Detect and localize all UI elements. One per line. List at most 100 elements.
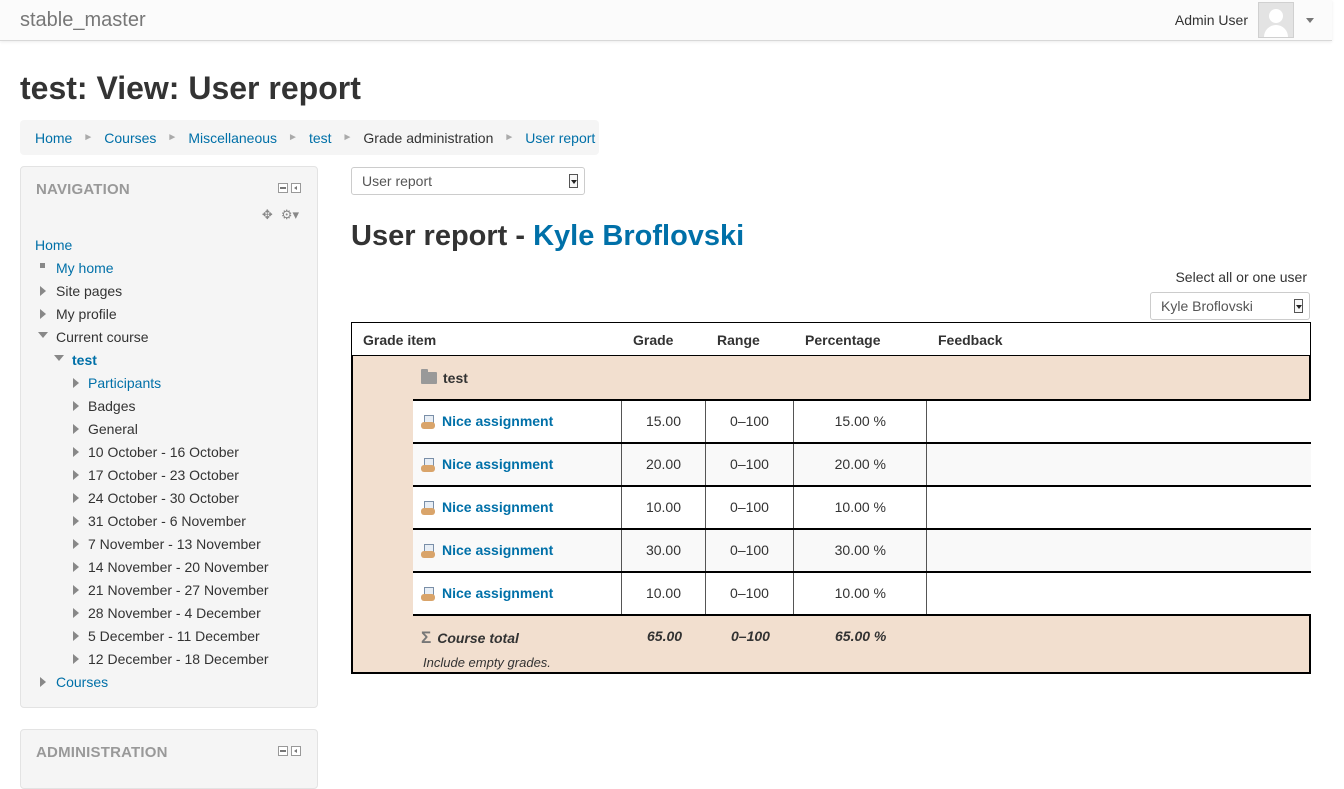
expand-arrow-icon[interactable] bbox=[73, 631, 79, 641]
expand-arrow-icon[interactable] bbox=[40, 286, 46, 296]
avatar[interactable] bbox=[1258, 2, 1294, 38]
move-icon[interactable]: ✥ bbox=[261, 207, 273, 222]
expand-arrow-icon[interactable] bbox=[40, 677, 46, 687]
assignment-icon bbox=[421, 543, 436, 558]
nav-item-badges[interactable]: Badges bbox=[88, 398, 136, 414]
student-name-link[interactable]: Kyle Broflovski bbox=[533, 220, 745, 252]
grade-table: Grade item Grade Range Percentage Feedba… bbox=[351, 322, 1311, 674]
nav-item-week[interactable]: 12 December - 18 December bbox=[88, 651, 269, 667]
breadcrumb-separator-icon: ► bbox=[504, 132, 515, 143]
nav-item-week[interactable]: 17 October - 23 October bbox=[88, 467, 239, 483]
expand-arrow-icon[interactable] bbox=[73, 608, 79, 618]
dock-block-icon[interactable] bbox=[291, 746, 301, 756]
grade-item-link[interactable]: Nice assignment bbox=[442, 585, 554, 601]
range-cell: 0–100 bbox=[706, 573, 794, 614]
nav-item-site-pages[interactable]: Site pages bbox=[56, 283, 123, 299]
navigation-block: NAVIGATION ✥ ⚙▾ Home My home Site pages … bbox=[20, 166, 318, 708]
expand-arrow-icon[interactable] bbox=[73, 654, 79, 664]
percentage-cell: 10.00 % bbox=[794, 573, 927, 614]
nav-item-week[interactable]: 28 November - 4 December bbox=[88, 605, 261, 621]
administration-block: ADMINISTRATION bbox=[20, 729, 318, 789]
expand-arrow-icon[interactable] bbox=[73, 424, 79, 434]
nav-item-week[interactable]: 24 October - 30 October bbox=[88, 490, 239, 506]
administration-block-title: ADMINISTRATION bbox=[36, 744, 168, 761]
course-total-text: Course total bbox=[437, 630, 519, 646]
chevron-down-icon[interactable] bbox=[1306, 18, 1314, 23]
percentage-cell: 20.00 % bbox=[794, 444, 927, 485]
course-total-percentage: 65.00 % bbox=[835, 628, 887, 644]
table-row: Nice assignment 10.00 0–100 10.00 % bbox=[413, 571, 1311, 614]
site-brand-link[interactable]: stable_master bbox=[20, 9, 146, 31]
expand-arrow-icon[interactable] bbox=[73, 539, 79, 549]
nav-item-general[interactable]: General bbox=[88, 421, 138, 437]
breadcrumb-user-report[interactable]: User report bbox=[525, 129, 596, 146]
report-type-select-value: User report bbox=[362, 173, 433, 189]
collapse-block-icon[interactable] bbox=[278, 746, 288, 756]
feedback-cell bbox=[927, 401, 1311, 442]
expand-arrow-icon[interactable] bbox=[73, 585, 79, 595]
table-row: Nice assignment 20.00 0–100 20.00 % bbox=[413, 442, 1311, 485]
expand-arrow-icon[interactable] bbox=[40, 309, 46, 319]
feedback-cell bbox=[927, 487, 1311, 528]
expand-arrow-icon[interactable] bbox=[73, 562, 79, 572]
nav-item-participants[interactable]: Participants bbox=[88, 375, 162, 391]
user-select[interactable]: Kyle Broflovski bbox=[1150, 292, 1310, 320]
nav-item-my-home[interactable]: My home bbox=[56, 260, 114, 276]
grade-item-link[interactable]: Nice assignment bbox=[442, 499, 554, 515]
range-cell: 0–100 bbox=[706, 487, 794, 528]
nav-item-course-test[interactable]: test bbox=[72, 352, 97, 368]
report-heading-prefix: User report - bbox=[351, 220, 534, 252]
user-name[interactable]: Admin User bbox=[1174, 12, 1248, 28]
breadcrumb-courses[interactable]: Courses bbox=[104, 129, 157, 146]
expand-arrow-icon[interactable] bbox=[73, 470, 79, 480]
report-type-select[interactable]: User report bbox=[351, 167, 585, 195]
include-empty-grades-note: Include empty grades. bbox=[423, 655, 551, 670]
dock-block-icon[interactable] bbox=[291, 183, 301, 193]
assignment-icon bbox=[421, 586, 436, 601]
page-title: test: View: User report bbox=[20, 70, 361, 106]
collapse-arrow-icon[interactable] bbox=[54, 355, 64, 361]
breadcrumb-grade-administration: Grade administration bbox=[363, 129, 494, 146]
nav-item-my-profile[interactable]: My profile bbox=[56, 306, 117, 322]
expand-arrow-icon[interactable] bbox=[73, 493, 79, 503]
nav-item-week[interactable]: 5 December - 11 December bbox=[88, 628, 260, 644]
assignment-icon bbox=[421, 457, 436, 472]
percentage-cell: 10.00 % bbox=[794, 487, 927, 528]
breadcrumb-home[interactable]: Home bbox=[35, 129, 73, 146]
course-total-range: 0–100 bbox=[731, 628, 770, 644]
collapse-block-icon[interactable] bbox=[278, 183, 288, 193]
grade-cell: 15.00 bbox=[622, 401, 706, 442]
nav-item-week[interactable]: 7 November - 13 November bbox=[88, 536, 261, 552]
nav-item-week[interactable]: 21 November - 27 November bbox=[88, 582, 269, 598]
header-grade: Grade bbox=[633, 332, 674, 348]
block-tools: ✥ ⚙▾ bbox=[262, 207, 299, 223]
feedback-cell bbox=[927, 530, 1311, 571]
gear-icon[interactable]: ⚙▾ bbox=[280, 207, 299, 222]
nav-item-courses[interactable]: Courses bbox=[56, 674, 109, 690]
navigation-block-title: NAVIGATION bbox=[36, 181, 130, 198]
nav-item-week[interactable]: 14 November - 20 November bbox=[88, 559, 269, 575]
nav-item-current-course[interactable]: Current course bbox=[56, 329, 149, 345]
expand-arrow-icon[interactable] bbox=[73, 378, 79, 388]
course-total-grade: 65.00 bbox=[647, 628, 683, 644]
nav-item-home[interactable]: Home bbox=[35, 237, 73, 253]
nav-item-week[interactable]: 10 October - 16 October bbox=[88, 444, 239, 460]
collapse-arrow-icon[interactable] bbox=[38, 332, 48, 338]
grade-cell: 10.00 bbox=[622, 487, 706, 528]
select-arrow-icon bbox=[1294, 299, 1303, 313]
expand-arrow-icon[interactable] bbox=[73, 447, 79, 457]
breadcrumb: Home ► Courses ► Miscellaneous ► test ► … bbox=[20, 120, 599, 155]
user-menu[interactable]: Admin User bbox=[1174, 0, 1314, 40]
breadcrumb-miscellaneous[interactable]: Miscellaneous bbox=[188, 129, 278, 146]
breadcrumb-test[interactable]: test bbox=[308, 129, 332, 146]
block-controls bbox=[278, 183, 301, 193]
grade-item-link[interactable]: Nice assignment bbox=[442, 456, 554, 472]
expand-arrow-icon[interactable] bbox=[73, 401, 79, 411]
grade-item-link[interactable]: Nice assignment bbox=[442, 413, 554, 429]
category-name: test bbox=[443, 370, 468, 386]
percentage-cell: 30.00 % bbox=[794, 530, 927, 571]
grade-item-link[interactable]: Nice assignment bbox=[442, 542, 554, 558]
expand-arrow-icon[interactable] bbox=[73, 516, 79, 526]
table-row: Nice assignment 30.00 0–100 30.00 % bbox=[413, 528, 1311, 571]
nav-item-week[interactable]: 31 October - 6 November bbox=[88, 513, 246, 529]
